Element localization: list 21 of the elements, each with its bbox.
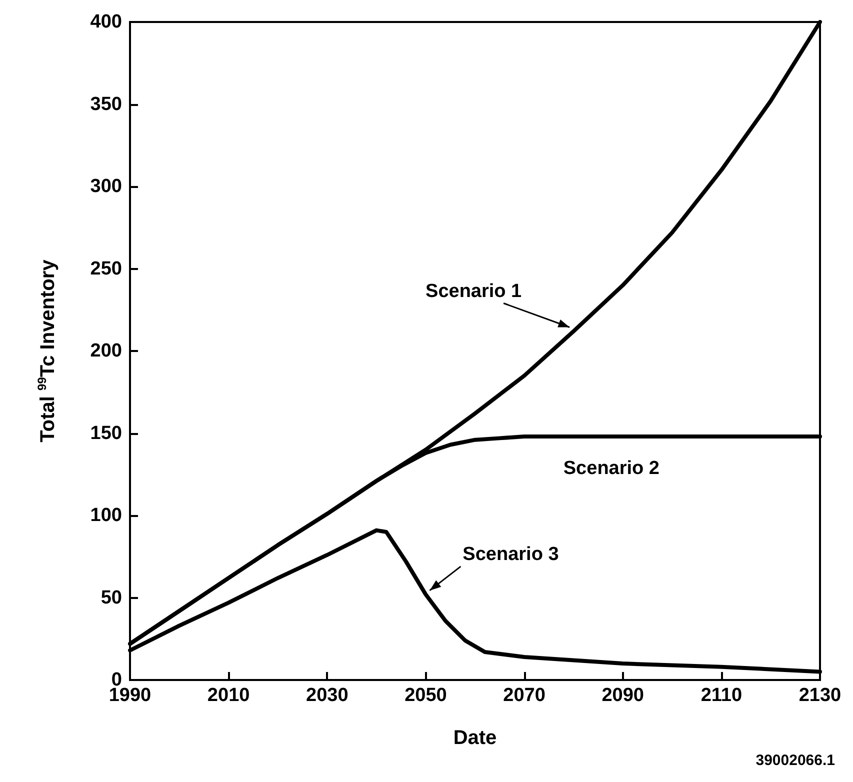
series-label: Scenario 2 bbox=[563, 458, 660, 480]
y-tick-label: 100 bbox=[90, 505, 122, 526]
x-tick-label: 2110 bbox=[700, 685, 742, 706]
x-tick-label: 2070 bbox=[503, 685, 546, 706]
text: Scenario 3 bbox=[462, 544, 559, 565]
x-tick-label: 2130 bbox=[798, 685, 842, 706]
y-tick-label: 300 bbox=[90, 176, 122, 197]
y-tick-label: 200 bbox=[90, 340, 122, 362]
x-axis-title: Date bbox=[453, 727, 497, 749]
x-tick-label: 2090 bbox=[602, 685, 644, 706]
y-tick-label: 400 bbox=[90, 12, 122, 32]
y-tick-label: 250 bbox=[90, 258, 122, 280]
y-axis-title: Total 99Tc Inventory bbox=[35, 258, 59, 442]
x-tick-label: 2050 bbox=[404, 685, 447, 706]
y-tick-label: 50 bbox=[100, 587, 122, 608]
x-tick-label: 2010 bbox=[207, 685, 250, 706]
text: Scenario 1 bbox=[426, 280, 522, 302]
x-tick-label: 2030 bbox=[306, 685, 348, 706]
y-tick-label: 350 bbox=[90, 94, 122, 115]
y-tick-label: 150 bbox=[90, 422, 122, 444]
text: 39002066.1 bbox=[756, 752, 835, 769]
